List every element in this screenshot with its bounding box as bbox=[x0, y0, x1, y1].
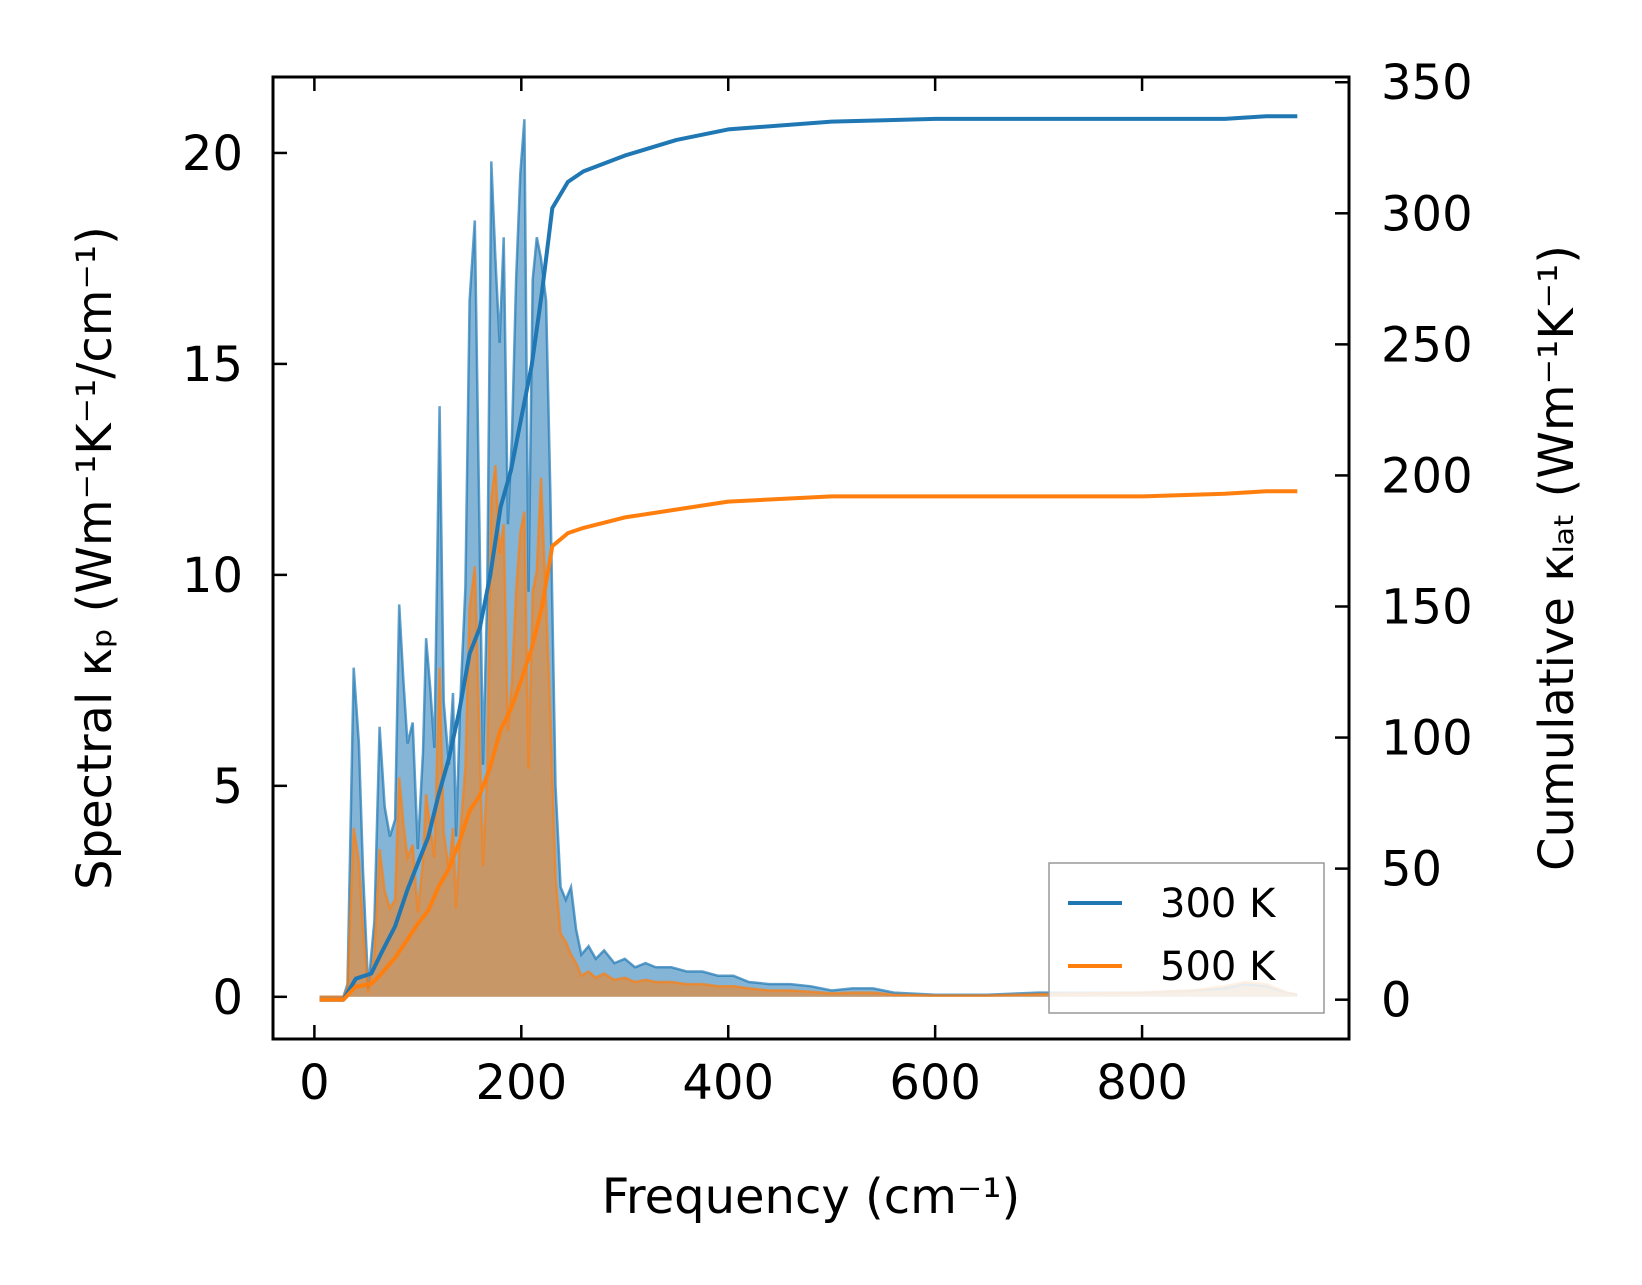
x-tick-label: 200 bbox=[475, 1055, 567, 1111]
spectral-line-500k bbox=[319, 465, 1298, 999]
y-right-tick-label: 200 bbox=[1381, 448, 1473, 504]
legend-box bbox=[1048, 862, 1325, 1014]
x-tick-label: 0 bbox=[299, 1055, 330, 1111]
x-tick-label: 400 bbox=[682, 1055, 774, 1111]
y-right-tick-label: 300 bbox=[1381, 186, 1473, 242]
y-right-tick-label: 250 bbox=[1381, 317, 1473, 373]
x-axis-label: Frequency (cm⁻¹) bbox=[602, 1169, 1020, 1225]
y-right-tick-label: 50 bbox=[1381, 842, 1442, 898]
plot-frame bbox=[271, 75, 1351, 1041]
cumulative-line-300k bbox=[319, 114, 1298, 1002]
legend-label-300k: 300 K bbox=[1160, 881, 1277, 927]
y-right-tick-label: 100 bbox=[1381, 711, 1473, 767]
y-left-tick-label: 0 bbox=[212, 970, 243, 1026]
spectral-line-300k bbox=[319, 119, 1298, 999]
y-axis-label-left: Spectral κₚ (Wm⁻¹K⁻¹/cm⁻¹) bbox=[67, 226, 123, 890]
series-line-layer bbox=[319, 114, 1298, 1002]
y-left-tick-label: 10 bbox=[182, 548, 243, 604]
spectral-fill-500k bbox=[319, 465, 1298, 997]
y-right-tick-label: 0 bbox=[1381, 973, 1412, 1029]
y-left-tick-label: 5 bbox=[212, 759, 243, 815]
y-right-tick-label: 350 bbox=[1381, 55, 1473, 111]
y-right-tick-label: 150 bbox=[1381, 579, 1473, 635]
y-left-tick-label: 20 bbox=[182, 126, 243, 182]
y-axis-label-right: Cumulative κₗₐₜ (Wm⁻¹K⁻¹) bbox=[1529, 245, 1585, 871]
x-tick-label: 800 bbox=[1096, 1055, 1188, 1111]
legend-label-500k: 500 K bbox=[1160, 944, 1277, 990]
legend: 300 K 500 K bbox=[1048, 862, 1325, 1014]
x-tick-label: 600 bbox=[889, 1055, 981, 1111]
cumulative-line-500k bbox=[319, 489, 1298, 1002]
y-left-tick-label: 15 bbox=[182, 337, 243, 393]
tick-layer: 0 200 400 600 800051015200501001502002503003… bbox=[182, 55, 1473, 1111]
